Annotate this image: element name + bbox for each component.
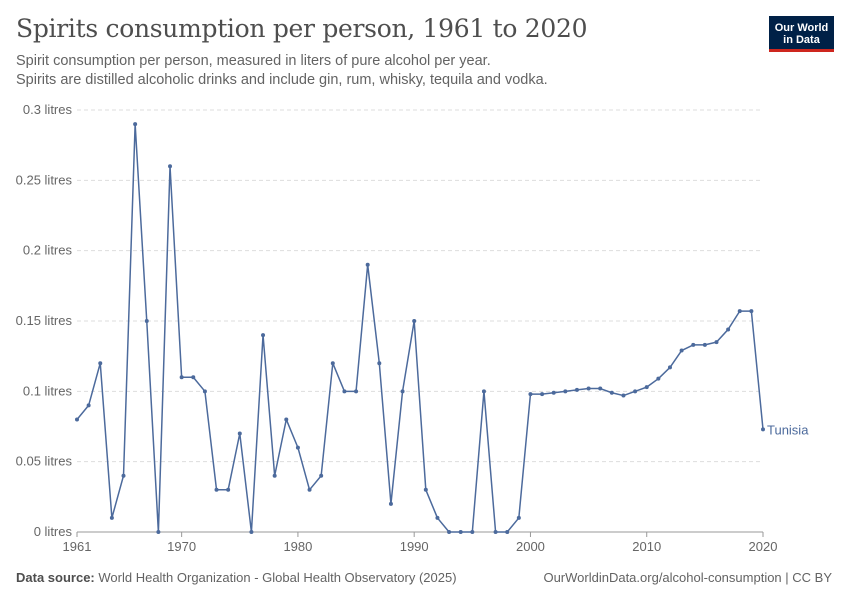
- data-point: [109, 515, 114, 520]
- data-point: [714, 340, 719, 345]
- x-tick-label: 1961: [63, 539, 92, 554]
- footer-url[interactable]: OurWorldinData.org/alcohol-consumption |…: [543, 570, 832, 585]
- chart-title: Spirits consumption per person, 1961 to …: [16, 14, 588, 43]
- subtitle-line-1: Spirit consumption per person, measured …: [16, 53, 491, 69]
- data-point: [412, 319, 417, 323]
- y-tick-label: 0.3 litres: [23, 102, 73, 117]
- y-tick-label: 0.15 litres: [16, 313, 73, 328]
- y-tick-label: 0.05 litres: [16, 454, 73, 469]
- logo-line-2: in Data: [783, 34, 820, 46]
- data-point: [481, 389, 486, 394]
- subtitle-line-2: Spirits are distilled alcoholic drinks a…: [16, 72, 548, 88]
- data-point: [435, 515, 440, 520]
- data-point: [551, 390, 556, 395]
- data-point: [284, 417, 289, 422]
- x-tick-label: 1990: [400, 539, 429, 554]
- data-point: [761, 427, 765, 432]
- data-point: [656, 376, 661, 381]
- data-point: [644, 385, 649, 390]
- data-point: [598, 386, 603, 391]
- y-axis-ticks: 0 litres 0.05 litres 0.1 litres 0.15 litres…: [16, 102, 73, 539]
- data-point: [447, 530, 452, 534]
- x-tick-label: 2020: [749, 539, 778, 554]
- data-point: [505, 530, 510, 534]
- data-point: [516, 515, 521, 520]
- series-label: Tunisia: [767, 422, 809, 437]
- data-point: [319, 473, 324, 478]
- data-point: [749, 309, 754, 314]
- data-point: [342, 389, 347, 394]
- data-point: [574, 387, 579, 392]
- data-point: [691, 342, 696, 347]
- logo-line-1: Our World: [774, 22, 829, 34]
- data-point: [354, 389, 359, 394]
- data-point: [458, 530, 463, 534]
- data-point: [144, 319, 149, 323]
- source-label: Data source:: [16, 570, 95, 585]
- data-point: [621, 393, 626, 398]
- data-point: [98, 361, 103, 366]
- source-text[interactable]: World Health Organization - Global Healt…: [98, 570, 457, 585]
- data-point: [156, 530, 161, 534]
- data-point: [377, 361, 382, 366]
- x-tick-label: 2010: [632, 539, 661, 554]
- data-point: [679, 348, 684, 353]
- data-point: [633, 389, 638, 394]
- series-labels: Tunisia: [767, 422, 809, 437]
- x-axis: 1961 1970 1980 1990 2000 2010 2020: [63, 531, 778, 554]
- x-tick-label: 1970: [167, 539, 196, 554]
- data-point: [493, 530, 498, 534]
- x-tick-label: 2000: [516, 539, 545, 554]
- data-point: [121, 473, 126, 478]
- data-point: [667, 365, 672, 370]
- data-point: [133, 122, 138, 127]
- data-point: [423, 487, 428, 492]
- footer-source: Data source: World Health Organization -…: [16, 570, 457, 585]
- data-point: [528, 392, 533, 397]
- data-points: [75, 122, 765, 534]
- y-tick-label: 0.25 litres: [16, 172, 73, 187]
- chart-subtitle: Spirit consumption per person, measured …: [16, 52, 756, 90]
- data-point: [702, 342, 707, 347]
- data-point: [261, 333, 266, 338]
- series-lines: [76, 123, 764, 533]
- grid-lines: [77, 109, 763, 463]
- data-point: [609, 390, 614, 395]
- y-tick-label: 0 litres: [34, 524, 73, 539]
- data-point: [400, 389, 405, 394]
- data-point: [86, 403, 91, 408]
- data-point: [737, 309, 742, 314]
- series-line-tunisia: [76, 123, 764, 533]
- data-point: [307, 487, 312, 492]
- y-tick-label: 0.2 litres: [23, 243, 73, 258]
- data-point: [237, 431, 242, 436]
- data-point: [249, 530, 254, 534]
- y-tick-label: 0.1 litres: [23, 383, 73, 398]
- data-point: [226, 487, 231, 492]
- data-point: [214, 487, 219, 492]
- data-point: [179, 375, 184, 380]
- data-point: [563, 389, 568, 394]
- data-point: [272, 473, 277, 478]
- data-point: [365, 262, 370, 267]
- data-point: [470, 530, 475, 534]
- data-point: [295, 445, 300, 450]
- owid-logo[interactable]: Our World in Data: [769, 16, 834, 52]
- data-point: [202, 389, 207, 394]
- data-point: [540, 392, 545, 397]
- data-point: [586, 386, 591, 391]
- data-point: [168, 164, 173, 169]
- data-point: [388, 501, 393, 506]
- data-point: [330, 361, 335, 366]
- data-point: [726, 327, 731, 332]
- data-point: [191, 375, 196, 380]
- data-point: [75, 417, 79, 422]
- x-tick-label: 1980: [283, 539, 312, 554]
